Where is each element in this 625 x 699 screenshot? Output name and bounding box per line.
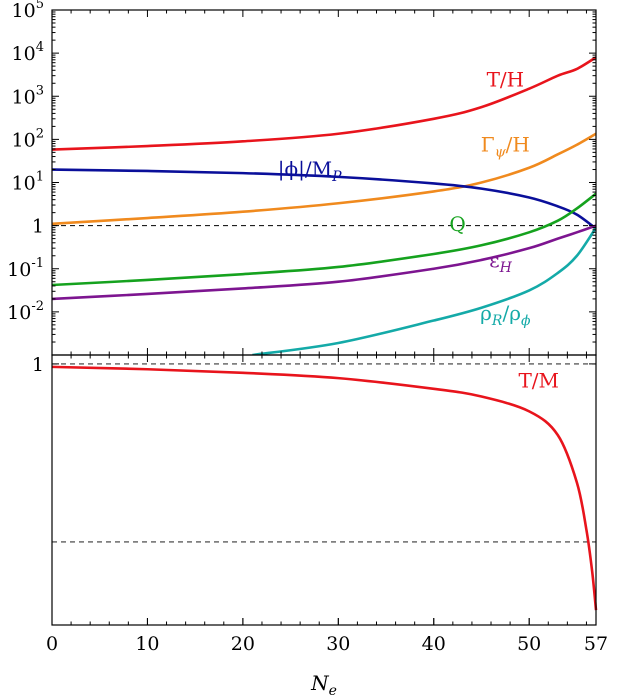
xtick-label: 10 [135, 633, 159, 655]
bottom-ytick-label: 1 [32, 354, 44, 376]
x-axis-label: Ne [310, 671, 337, 699]
top-ytick-label: 101 [12, 170, 44, 195]
top-ytick-label: 104 [12, 40, 44, 65]
xtick-label: 30 [326, 633, 350, 655]
top-series-labels: T/H Γψ​/H |ϕ|/MP​ QεH​ ρR​/ρϕ​ [278, 67, 531, 329]
series-line-q [52, 192, 596, 287]
top-ytick-label: 105 [12, 0, 44, 22]
series-line-t-m [51, 365, 598, 611]
series-label-q: Q [449, 212, 465, 236]
series-label-m-p: |ϕ|/MP​ [278, 157, 342, 185]
series-line-h [52, 224, 596, 301]
series-label-t-m: T/M [518, 369, 559, 393]
bottom-panel: T/M 10 10 20 30 40 50 57 [32, 354, 608, 655]
series-line-t-h [52, 56, 596, 151]
series-label-h: εH​ [489, 248, 512, 276]
top-ytick-label: 10-1 [7, 256, 44, 281]
series-line-h [52, 132, 596, 226]
bottom-axes-frame [51, 354, 597, 626]
top-ytick-label: 10-2 [7, 299, 44, 324]
xtick-label: 20 [231, 633, 255, 655]
top-axes: 105 104 103 102 101 1 10-1 10-2 [7, 0, 596, 356]
series-line-m-p [52, 168, 596, 230]
xtick-label: 0 [46, 633, 58, 655]
series-label-r: ρR​/ρϕ​ [480, 301, 531, 329]
top-ytick-label: 1 [32, 216, 44, 238]
xtick-label: 40 [422, 633, 446, 655]
top-plot-lines [52, 56, 596, 355]
top-ytick-label: 102 [12, 126, 44, 151]
bottom-series-labels: T/M [518, 369, 559, 393]
series-line-r [252, 226, 596, 355]
xtick-label: 50 [517, 633, 541, 655]
series-label-t-h: T/H [487, 67, 525, 91]
top-panel: T/HΓψ​/H|ϕ|/MP​QεH​ρR​/ρϕ​ 1051041031021… [7, 0, 597, 356]
series-label-h: Γψ​/H [481, 133, 530, 161]
top-ytick-label: 103 [12, 83, 44, 108]
bottom-axes: 10 10 20 30 40 50 57 [32, 354, 608, 655]
xtick-label: 57 [584, 633, 608, 655]
bottom-plot-lines [51, 363, 598, 611]
